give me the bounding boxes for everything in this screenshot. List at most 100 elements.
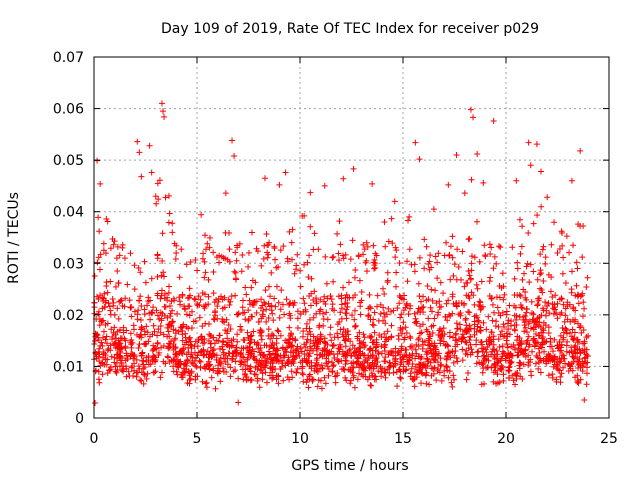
data-point xyxy=(149,309,156,316)
data-point xyxy=(482,355,489,362)
data-point xyxy=(359,362,366,369)
data-point xyxy=(269,331,276,338)
data-point xyxy=(138,352,145,359)
data-point xyxy=(245,376,252,383)
data-point xyxy=(308,275,315,282)
data-point xyxy=(256,384,263,391)
data-point xyxy=(95,368,102,375)
data-point xyxy=(577,147,584,154)
data-point xyxy=(584,274,591,281)
data-point xyxy=(140,371,147,378)
data-point xyxy=(496,344,503,351)
data-point xyxy=(559,270,566,277)
data-point xyxy=(154,180,161,187)
data-point xyxy=(198,211,205,218)
data-point xyxy=(555,366,562,373)
data-point xyxy=(259,370,266,377)
data-point xyxy=(247,367,254,374)
data-point xyxy=(388,348,395,355)
data-point xyxy=(471,321,478,328)
data-point xyxy=(207,361,214,368)
data-point xyxy=(566,301,573,308)
data-point xyxy=(531,343,538,350)
data-point xyxy=(237,350,244,357)
data-point xyxy=(366,304,373,311)
data-point xyxy=(113,369,120,376)
data-point xyxy=(382,374,389,381)
data-point xyxy=(406,213,413,220)
data-point xyxy=(294,343,301,350)
data-point xyxy=(165,192,172,199)
data-point xyxy=(535,295,542,302)
data-point xyxy=(475,317,482,324)
data-point xyxy=(525,139,532,146)
data-point xyxy=(387,308,394,315)
data-point xyxy=(538,168,545,175)
data-point xyxy=(494,371,501,378)
data-point xyxy=(549,301,556,308)
data-point xyxy=(200,352,207,359)
data-point xyxy=(325,358,332,365)
data-point xyxy=(428,323,435,330)
data-point xyxy=(113,255,120,262)
data-point xyxy=(580,299,587,306)
data-point xyxy=(218,253,225,260)
data-point xyxy=(560,254,567,261)
data-point xyxy=(545,330,552,337)
data-point xyxy=(277,247,284,254)
data-point xyxy=(219,318,226,325)
data-point xyxy=(254,248,261,255)
data-point xyxy=(405,310,412,317)
data-point xyxy=(173,249,180,256)
data-point xyxy=(169,229,176,236)
data-point xyxy=(449,293,456,300)
data-point xyxy=(551,336,558,343)
data-point xyxy=(440,325,447,332)
data-point xyxy=(330,342,337,349)
data-point xyxy=(134,311,141,318)
data-point xyxy=(521,270,528,277)
data-point xyxy=(302,344,309,351)
data-point xyxy=(136,149,143,156)
data-point xyxy=(284,255,291,262)
data-point xyxy=(162,194,169,201)
data-point xyxy=(360,331,367,338)
data-point xyxy=(342,336,349,343)
data-point xyxy=(350,165,357,172)
data-point xyxy=(129,363,136,370)
data-point xyxy=(327,324,334,331)
data-point xyxy=(328,348,335,355)
data-point xyxy=(544,302,551,309)
data-point xyxy=(321,338,328,345)
data-point xyxy=(191,295,198,302)
data-point xyxy=(252,364,259,371)
data-point xyxy=(101,303,108,310)
data-point xyxy=(385,336,392,343)
data-point xyxy=(418,380,425,387)
data-point xyxy=(263,231,270,238)
data-point xyxy=(401,336,408,343)
data-point xyxy=(516,359,523,366)
data-point xyxy=(383,334,390,341)
data-point xyxy=(267,335,274,342)
data-point xyxy=(371,329,378,336)
data-point xyxy=(322,380,329,387)
data-point xyxy=(261,342,268,349)
data-point xyxy=(454,246,461,253)
data-point xyxy=(145,298,152,305)
data-point xyxy=(443,300,450,307)
data-point xyxy=(294,308,301,315)
data-point xyxy=(286,339,293,346)
data-point xyxy=(129,350,136,357)
y-axis-label: ROTI / TECUs xyxy=(6,192,22,284)
data-point xyxy=(327,293,334,300)
data-point xyxy=(361,334,368,341)
data-point xyxy=(332,379,339,386)
data-point xyxy=(474,150,481,157)
data-point xyxy=(498,328,505,335)
data-point xyxy=(202,380,209,387)
data-point xyxy=(354,358,361,365)
data-point xyxy=(562,305,569,312)
data-point xyxy=(204,348,211,355)
data-point xyxy=(301,341,308,348)
